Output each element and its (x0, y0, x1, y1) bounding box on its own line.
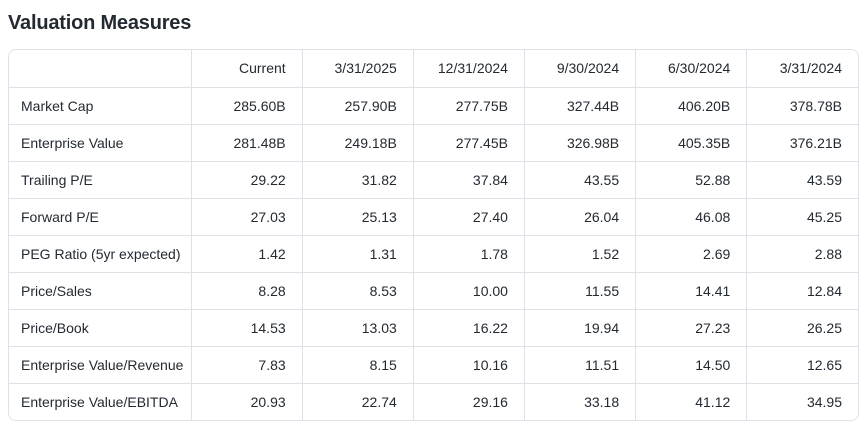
value-cell: 27.03 (190, 197, 303, 235)
table-row: Trailing P/E 29.22 31.82 37.84 43.55 52.88 43.… (9, 160, 858, 198)
value-cell: 31.82 (301, 160, 414, 198)
value-cell: 8.53 (301, 271, 414, 309)
value-cell: 14.41 (635, 271, 747, 309)
row-label: Price/Book (9, 308, 191, 346)
value-cell: 41.12 (635, 382, 747, 420)
valuation-section: Valuation Measures Current 3/31/2025 12/31… (8, 12, 859, 421)
row-label: Enterprise Value (9, 123, 191, 161)
value-cell: 43.55 (523, 160, 636, 198)
table-row: PEG Ratio (5yr expected) 1.42 1.31 1.78 1.52… (9, 234, 858, 272)
row-label: Enterprise Value/EBITDA (9, 382, 191, 420)
column-header: 3/31/2024 (746, 50, 858, 87)
value-cell: 27.23 (635, 308, 747, 346)
value-cell: 52.88 (635, 160, 747, 198)
value-cell: 7.83 (190, 345, 303, 383)
value-cell: 1.52 (523, 234, 636, 272)
value-cell: 11.55 (523, 271, 636, 309)
value-cell: 326.98B (523, 123, 636, 161)
table-row: Enterprise Value 281.48B 249.18B 277.45B 326… (9, 123, 858, 161)
value-cell: 22.74 (301, 382, 414, 420)
value-cell: 376.21B (746, 123, 858, 161)
value-cell: 14.53 (190, 308, 303, 346)
value-cell: 16.22 (412, 308, 525, 346)
row-label: Trailing P/E (9, 160, 191, 198)
value-cell: 10.00 (412, 271, 525, 309)
value-cell: 327.44B (523, 86, 636, 124)
value-cell: 378.78B (746, 86, 858, 124)
table-header: Current 3/31/2025 12/31/2024 9/30/2024 6/30/… (9, 50, 858, 87)
value-cell: 37.84 (412, 160, 525, 198)
column-header: 9/30/2024 (523, 50, 636, 87)
value-cell: 249.18B (301, 123, 414, 161)
row-label: Market Cap (9, 86, 191, 124)
value-cell: 285.60B (190, 86, 303, 124)
table-row: Market Cap 285.60B 257.90B 277.75B 327.44B 40… (9, 86, 858, 124)
row-label: Enterprise Value/Revenue (9, 345, 191, 383)
value-cell: 25.13 (301, 197, 414, 235)
corner-cell (9, 50, 191, 87)
value-cell: 8.15 (301, 345, 414, 383)
value-cell: 43.59 (746, 160, 858, 198)
table-row: Forward P/E 27.03 25.13 27.40 26.04 46.08 45.2… (9, 197, 858, 235)
value-cell: 1.78 (412, 234, 525, 272)
value-cell: 29.22 (190, 160, 303, 198)
column-header: 6/30/2024 (635, 50, 747, 87)
value-cell: 29.16 (412, 382, 525, 420)
value-cell: 10.16 (412, 345, 525, 383)
value-cell: 8.28 (190, 271, 303, 309)
value-cell: 12.84 (746, 271, 858, 309)
value-cell: 281.48B (190, 123, 303, 161)
value-cell: 12.65 (746, 345, 858, 383)
column-header: Current (190, 50, 303, 87)
row-label: PEG Ratio (5yr expected) (9, 234, 191, 272)
table-row: Enterprise Value/Revenue 7.83 8.15 10.16 11.… (9, 345, 858, 383)
value-cell: 277.75B (412, 86, 525, 124)
value-cell: 405.35B (635, 123, 747, 161)
row-label: Price/Sales (9, 271, 191, 309)
value-cell: 46.08 (635, 197, 747, 235)
value-cell: 45.25 (746, 197, 858, 235)
value-cell: 2.88 (746, 234, 858, 272)
table-row: Enterprise Value/EBITDA 20.93 22.74 29.16 33… (9, 382, 858, 420)
value-cell: 19.94 (523, 308, 636, 346)
value-cell: 27.40 (412, 197, 525, 235)
value-cell: 277.45B (412, 123, 525, 161)
table-row: Price/Sales 8.28 8.53 10.00 11.55 14.41 12.84 (9, 271, 858, 309)
value-cell: 20.93 (190, 382, 303, 420)
column-header: 3/31/2025 (301, 50, 414, 87)
valuation-table-container: Current 3/31/2025 12/31/2024 9/30/2024 6/30/… (8, 49, 859, 421)
column-header: 12/31/2024 (412, 50, 525, 87)
value-cell: 26.25 (746, 308, 858, 346)
value-cell: 13.03 (301, 308, 414, 346)
value-cell: 33.18 (523, 382, 636, 420)
page-title: Valuation Measures (8, 12, 192, 34)
table-body: Market Cap 285.60B 257.90B 277.75B 327.44B 40… (9, 86, 858, 420)
row-label: Forward P/E (9, 197, 191, 235)
value-cell: 26.04 (523, 197, 636, 235)
value-cell: 406.20B (635, 86, 747, 124)
valuation-table: Current 3/31/2025 12/31/2024 9/30/2024 6/30/… (9, 50, 858, 420)
value-cell: 1.31 (301, 234, 414, 272)
value-cell: 14.50 (635, 345, 747, 383)
value-cell: 1.42 (190, 234, 303, 272)
header-row: Current 3/31/2025 12/31/2024 9/30/2024 6/30/… (9, 50, 858, 87)
value-cell: 2.69 (635, 234, 747, 272)
value-cell: 11.51 (523, 345, 636, 383)
value-cell: 34.95 (746, 382, 858, 420)
value-cell: 257.90B (301, 86, 414, 124)
table-row: Price/Book 14.53 13.03 16.22 19.94 27.23 26.25 (9, 308, 858, 346)
